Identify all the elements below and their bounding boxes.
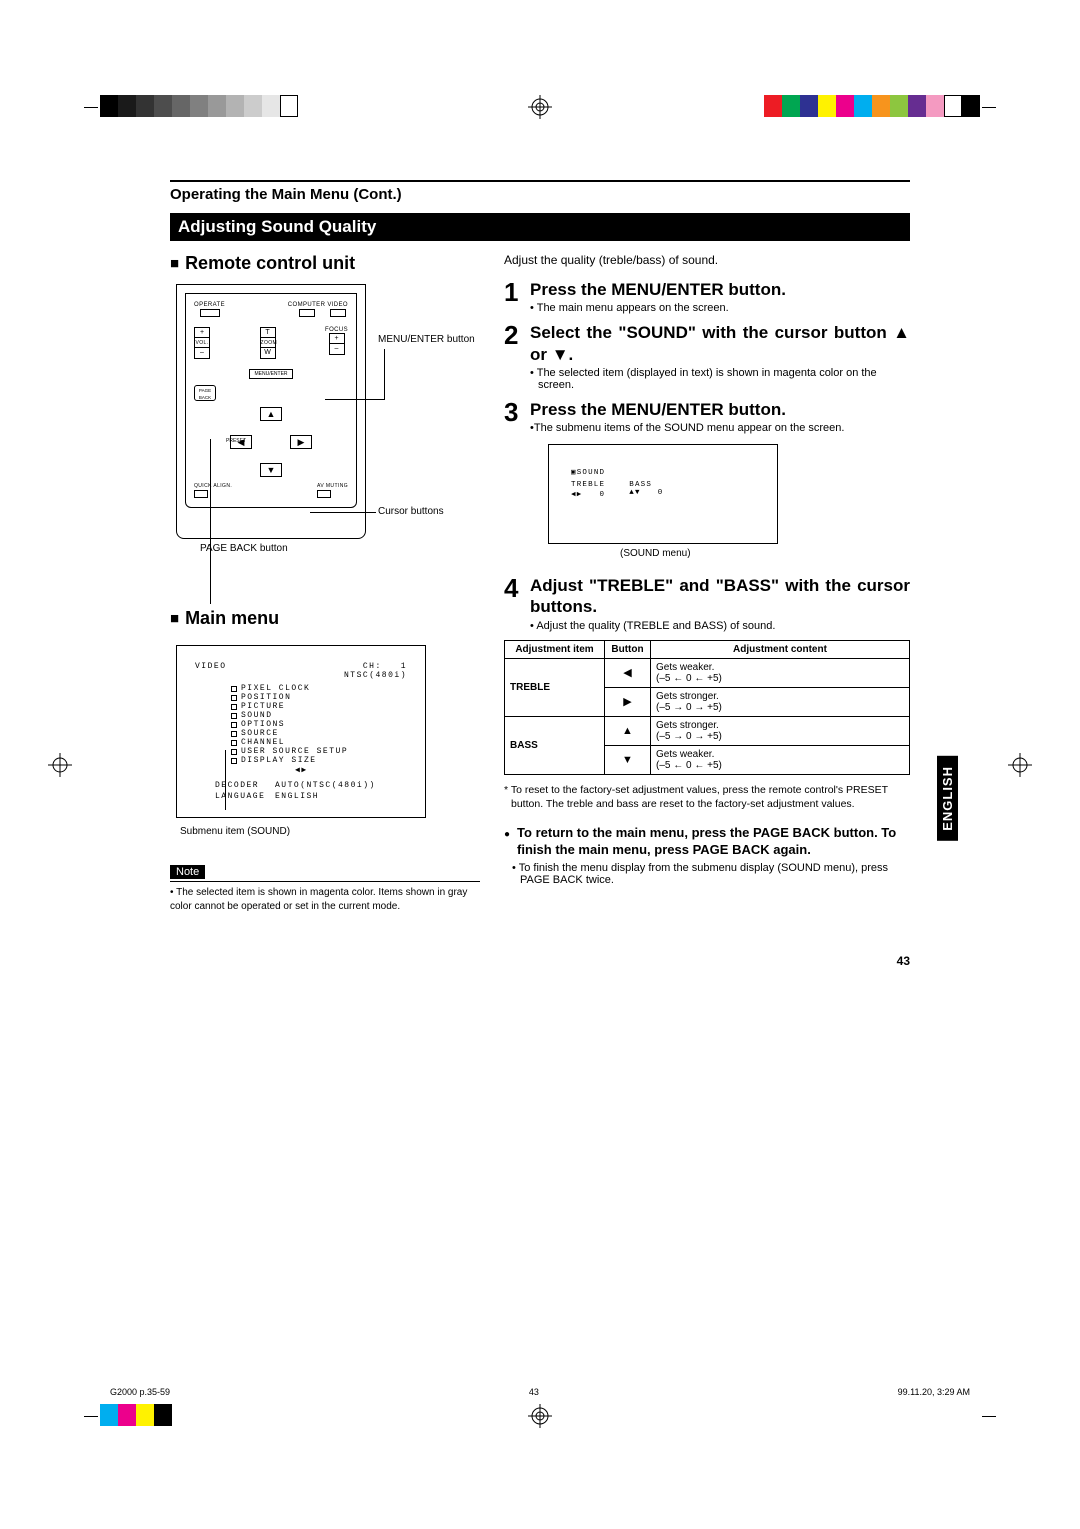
callout-page-back: PAGE BACK button <box>200 543 480 554</box>
footer-meta: G2000 p.35-59 43 99.11.20, 3:29 AM <box>110 1387 970 1397</box>
main-menu-caption: Submenu item (SOUND) <box>180 826 480 837</box>
main-menu-box: VIDEO CH: 1NTSC(480i) PIXEL CLOCKPOSITIO… <box>176 645 426 818</box>
closing: To return to the main menu, press the PA… <box>504 825 910 886</box>
sound-menu-caption: (SOUND menu) <box>620 548 910 559</box>
registration-target-left <box>48 753 72 777</box>
adjustment-table: Adjustment item Button Adjustment conten… <box>504 640 910 775</box>
registration-target-bottom <box>528 1404 552 1428</box>
section-title: Adjusting Sound Quality <box>170 213 910 241</box>
registration-target-top <box>528 95 552 119</box>
remote-diagram: OPERATE COMPUTER VIDEO +VOL.– TZOOM <box>176 284 366 539</box>
footnote: * To reset to the factory-set adjustment… <box>504 783 910 811</box>
step-1: 1 Press the MENU/ENTER button. The main … <box>504 279 910 314</box>
print-marks-top <box>0 95 1080 125</box>
step-2: 2 Select the "SOUND" with the cursor but… <box>504 322 910 391</box>
sound-menu-box: ▣SOUND TREBLE◀▶ 0 BASS▲▼ 0 <box>548 444 778 544</box>
step-4: 4 Adjust "TREBLE" and "BASS" with the cu… <box>504 575 910 632</box>
step-3: 3 Press the MENU/ENTER button. •The subm… <box>504 399 910 434</box>
right-column: Adjust the quality (treble/bass) of soun… <box>504 253 910 914</box>
left-column: Remote control unit OPERATE COMPUTER VID… <box>170 253 480 914</box>
remote-heading: Remote control unit <box>170 253 480 274</box>
registration-target-right <box>1008 753 1032 777</box>
print-marks-bottom <box>0 1404 1080 1434</box>
language-tab: ENGLISH <box>937 756 958 841</box>
page-number: 43 <box>170 954 910 968</box>
main-menu-heading: Main menu <box>170 608 480 629</box>
note-label: Note <box>170 865 205 879</box>
callout-cursor: Cursor buttons <box>378 506 444 517</box>
callout-menu-enter: MENU/ENTER button <box>378 334 475 345</box>
breadcrumb: Operating the Main Menu (Cont.) <box>170 186 910 203</box>
note-body: The selected item is shown in magenta co… <box>170 881 480 914</box>
page-content: Operating the Main Menu (Cont.) Adjustin… <box>170 180 910 968</box>
intro-text: Adjust the quality (treble/bass) of soun… <box>504 253 910 267</box>
